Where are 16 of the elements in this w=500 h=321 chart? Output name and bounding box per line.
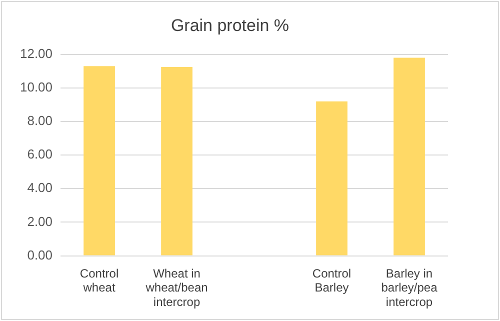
y-tick-label: 4.00 xyxy=(27,180,53,196)
y-tick-label: 12.00 xyxy=(20,46,53,61)
bar xyxy=(84,66,115,256)
x-tick-label: Barley in barley/pea intercrop xyxy=(381,266,438,310)
y-tick-label: 0.00 xyxy=(27,247,53,262)
x-tick-label: Control Barley xyxy=(312,266,352,295)
chart-title: Grain protein % xyxy=(170,16,290,35)
y-tick-label: 8.00 xyxy=(27,113,53,128)
x-tick-label: Control wheat xyxy=(80,266,119,295)
y-tick-label: 6.00 xyxy=(27,146,53,162)
y-tick-label: 10.00 xyxy=(20,80,53,95)
bar xyxy=(316,101,348,256)
bar xyxy=(161,66,192,256)
bar xyxy=(394,58,425,256)
x-tick-label: Wheat in wheat/bean intercrop xyxy=(144,266,208,310)
y-tick-label: 2.00 xyxy=(27,214,53,229)
